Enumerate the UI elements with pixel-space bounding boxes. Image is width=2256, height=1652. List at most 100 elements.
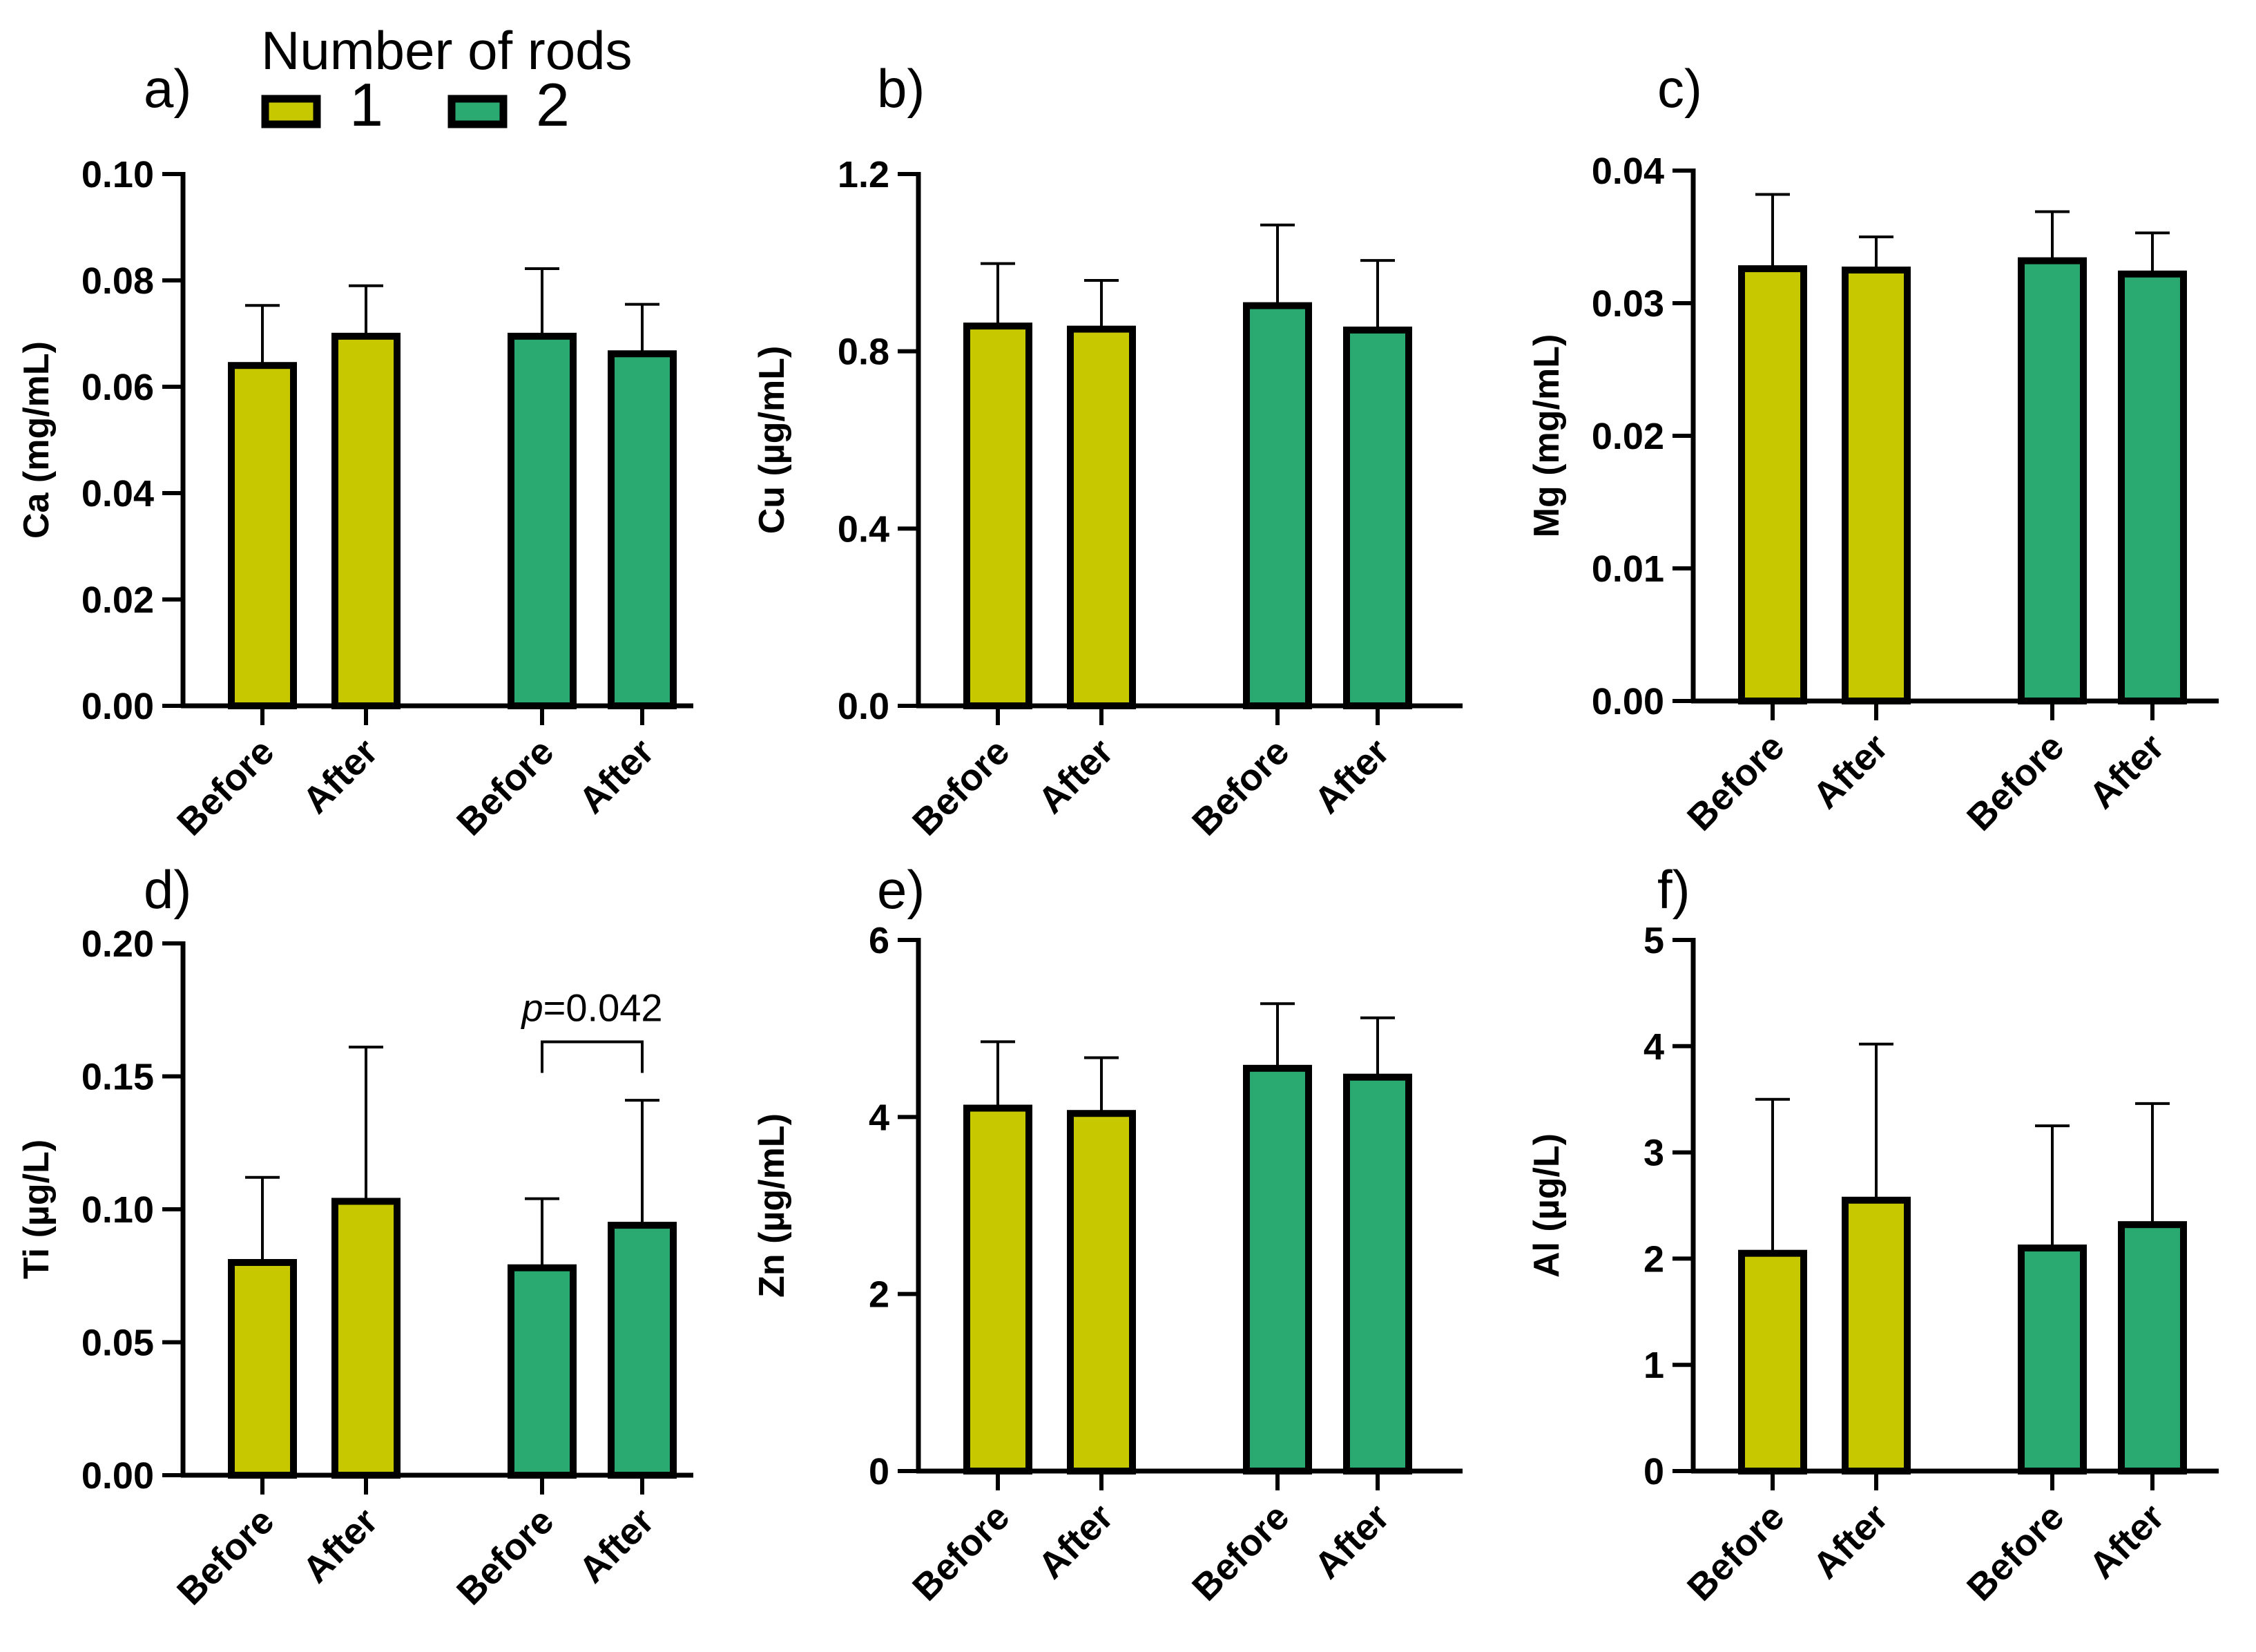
y-tick-label: 6 (869, 920, 889, 961)
x-category-label: After (1307, 731, 1398, 822)
y-tick-label: 4 (1643, 1026, 1664, 1068)
x-category-label: After (1805, 726, 1896, 817)
panel-letter: b) (877, 58, 925, 119)
panel-letter: f) (1657, 859, 1690, 920)
bar (228, 1259, 297, 1479)
y-tick-label: 0.04 (81, 473, 154, 515)
bar (228, 362, 297, 709)
panel-letter: c) (1657, 58, 1702, 119)
bar (331, 332, 401, 710)
y-tick-label: 2 (869, 1274, 889, 1316)
panel-letter: d) (144, 859, 191, 920)
y-axis-label: Cu (µg/mL) (752, 346, 792, 535)
y-axis-label: Ti (µg/L) (17, 1140, 57, 1279)
y-tick-label: 0.00 (81, 686, 154, 727)
y-tick-label: 4 (869, 1097, 889, 1138)
legend-label-1: 1 (349, 70, 383, 139)
y-tick-label: 0.20 (81, 923, 154, 965)
y-tick-label: 1.2 (838, 154, 889, 195)
y-tick-label: 0 (1643, 1451, 1664, 1492)
x-category-label: After (571, 731, 662, 822)
legend-swatch-1 (261, 95, 321, 128)
bar (1067, 1110, 1136, 1475)
x-category-label: After (1030, 1496, 1121, 1587)
significance-bracket (541, 1040, 644, 1073)
y-tick-label: 0.04 (1592, 151, 1664, 192)
y-tick-label: 0.01 (1592, 548, 1664, 590)
legend: Number of rods 1 2 (261, 20, 633, 139)
x-category-label: After (1307, 1496, 1398, 1587)
y-tick-label: 5 (1643, 920, 1664, 961)
y-tick-label: 0.08 (81, 260, 154, 302)
x-category-label: Before (1679, 726, 1792, 838)
y-tick-label: 0.02 (81, 579, 154, 621)
panel-letter: e) (877, 859, 925, 920)
bar (508, 332, 577, 710)
bar (608, 1222, 677, 1479)
bar (1343, 326, 1412, 710)
y-tick-label: 0.00 (81, 1455, 154, 1497)
y-axis-label: Zn (µg/mL) (752, 1113, 792, 1298)
y-tick-label: 0.00 (1592, 681, 1664, 722)
x-category-label: Before (905, 731, 1017, 843)
bar (2118, 1221, 2187, 1475)
y-tick-label: 0.0 (838, 686, 889, 727)
significance-p-value: =0.042 (543, 986, 663, 1029)
x-category-label: Before (1959, 726, 2072, 838)
bar (608, 350, 677, 709)
y-tick-label: 1 (1643, 1345, 1664, 1386)
x-category-label: After (2081, 1496, 2172, 1587)
x-category-label: After (295, 731, 386, 822)
y-tick-label: 0.10 (81, 154, 154, 195)
bar (1842, 1196, 1911, 1475)
bar (331, 1198, 401, 1479)
chart-panel-a: a) Ca (mg/mL) 0.00 0.02 0.04 0.06 0.08 0.10 Befo… (17, 58, 693, 843)
y-tick-label: 0.03 (1592, 283, 1664, 325)
bar (2118, 270, 2187, 704)
bar (963, 323, 1032, 709)
y-axis-label: Ca (mg/mL) (17, 341, 57, 539)
y-axis-label: Al (µg/L) (1527, 1133, 1567, 1278)
bar (1738, 1249, 1807, 1475)
x-category-label: After (1030, 731, 1121, 822)
significance-label: p=0.042 (521, 986, 663, 1029)
x-category-label: Before (1679, 1496, 1792, 1608)
x-category-label: After (571, 1500, 662, 1591)
x-category-label: Before (905, 1496, 1017, 1608)
y-tick-label: 0 (869, 1451, 889, 1492)
y-tick-label: 0.8 (838, 332, 889, 373)
y-tick-label: 0.15 (81, 1057, 154, 1098)
y-tick-label: 0.10 (81, 1189, 154, 1231)
x-category-label: Before (169, 1500, 282, 1613)
bar (1067, 325, 1136, 710)
legend-title: Number of rods (261, 20, 633, 81)
bar (1738, 265, 1807, 704)
y-tick-label: 3 (1643, 1133, 1664, 1174)
y-tick-label: 0.4 (838, 508, 889, 550)
legend-label-2: 2 (536, 70, 570, 139)
y-tick-label: 0.02 (1592, 416, 1664, 457)
x-category-label: After (2081, 726, 2172, 817)
bar (1243, 302, 1312, 709)
x-category-label: Before (169, 731, 282, 843)
bar (1243, 1064, 1312, 1475)
x-category-label: After (295, 1500, 386, 1591)
legend-swatch-2 (447, 95, 508, 128)
x-category-label: Before (449, 731, 561, 843)
panel-letter: a) (144, 58, 191, 119)
bar (963, 1104, 1032, 1475)
x-category-label: Before (449, 1500, 561, 1613)
y-axis-label: Mg (mg/mL) (1527, 334, 1567, 538)
y-tick-label: 0.05 (81, 1323, 154, 1364)
bar (1343, 1073, 1412, 1475)
x-category-label: Before (1184, 1496, 1297, 1608)
x-category-label: Before (1959, 1496, 2072, 1608)
y-tick-label: 2 (1643, 1238, 1664, 1280)
x-category-label: After (1805, 1496, 1896, 1587)
